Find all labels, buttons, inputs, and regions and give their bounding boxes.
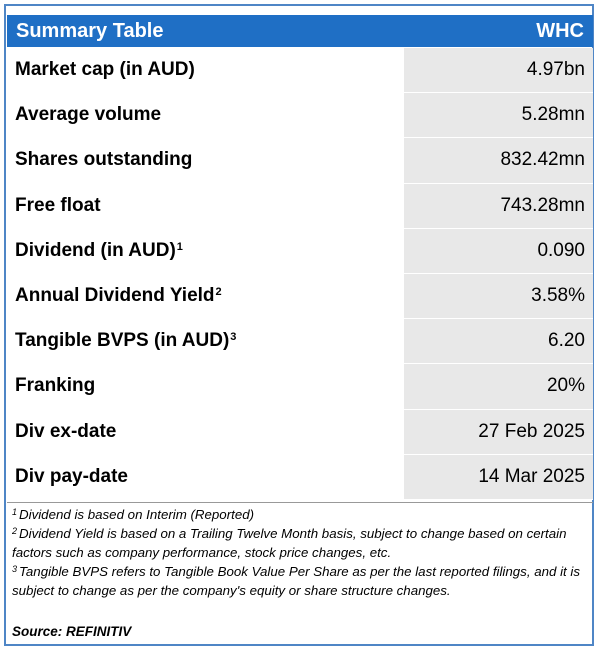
footnote-number: 3	[12, 564, 18, 574]
row-value: 832.42mn	[404, 138, 593, 183]
row-label: Average volume	[7, 93, 402, 138]
row-value: 6.20	[404, 319, 593, 364]
row-label: Free float	[7, 183, 402, 228]
row-value: 0.090	[404, 228, 593, 273]
row-value: 5.28mn	[404, 93, 593, 138]
row-value: 3.58%	[404, 273, 593, 319]
footnote-number: 1	[12, 507, 18, 517]
footnote-number: 2	[12, 526, 18, 536]
table-row: Market cap (in AUD) 4.97bn	[7, 48, 593, 94]
source-label: Source: REFINITIV	[12, 624, 132, 639]
table-row: Tangible BVPS (in AUD) 3 6.20	[7, 319, 593, 365]
row-value: 20%	[404, 364, 593, 409]
row-value: 14 Mar 2025	[404, 454, 593, 499]
table-row: Franking 20%	[7, 364, 593, 410]
footnote: 1 Dividend is based on Interim (Reported)	[12, 507, 255, 522]
table-row: Average volume 5.28mn	[7, 93, 593, 139]
table-row: Shares outstanding 832.42mn	[7, 138, 593, 184]
row-label: Tangible BVPS (in AUD) 3	[7, 319, 402, 364]
row-label: Dividend (in AUD) 1	[7, 228, 402, 273]
table-row: Div pay-date 14 Mar 2025	[7, 454, 593, 500]
row-label: Div ex-date	[7, 409, 402, 454]
row-value: 4.97bn	[404, 48, 593, 93]
row-label: Franking	[7, 364, 402, 409]
ticker-label: WHC	[536, 19, 584, 42]
notes-divider	[7, 502, 593, 503]
footnotes: 1 Dividend is based on Interim (Reported)…	[12, 505, 588, 600]
row-label: Annual Dividend Yield 2	[7, 273, 402, 319]
table-row: Dividend (in AUD) 1 0.090	[7, 228, 593, 274]
row-label: Shares outstanding	[7, 138, 402, 183]
row-label: Div pay-date	[7, 454, 402, 499]
table-row: Free float 743.28mn	[7, 183, 593, 229]
footnote: 2 Dividend Yield is based on a Trailing T…	[12, 526, 567, 560]
row-value: 27 Feb 2025	[404, 409, 593, 454]
footnote: 3 Tangible BVPS refers to Tangible Book V…	[12, 564, 581, 598]
table-title: Summary Table	[16, 19, 164, 42]
table-header: Summary Table WHC	[7, 15, 593, 47]
table-row: Annual Dividend Yield 2 3.58%	[7, 273, 593, 320]
table-row: Div ex-date 27 Feb 2025	[7, 409, 593, 455]
row-value: 743.28mn	[404, 183, 593, 228]
row-label: Market cap (in AUD)	[7, 48, 402, 93]
table-body: Market cap (in AUD) 4.97bn Average volum…	[7, 48, 593, 500]
